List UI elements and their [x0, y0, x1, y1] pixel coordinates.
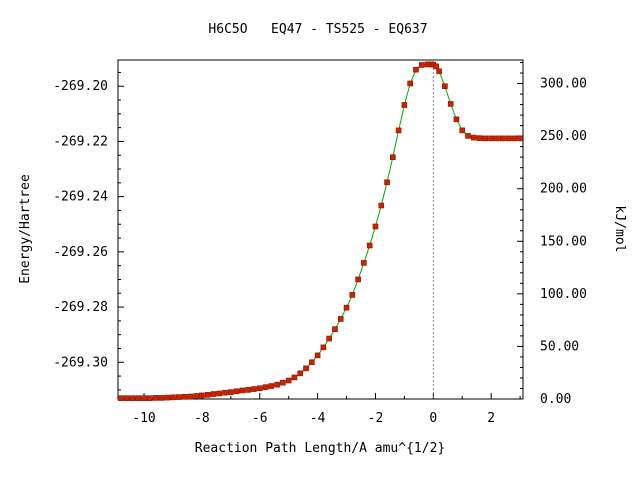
- data-point: [407, 80, 413, 87]
- y2-tick-label: 200.00: [540, 182, 587, 197]
- data-point: [378, 202, 385, 209]
- data-point: [320, 344, 327, 351]
- plot-frame: [117, 59, 524, 400]
- y2-tick-label: 50.00: [540, 339, 579, 354]
- data-point: [436, 68, 442, 75]
- data-point: [390, 154, 396, 160]
- data-point: [199, 392, 205, 399]
- data-point: [326, 335, 332, 342]
- y-tick-label: -269.24: [53, 190, 108, 205]
- x-tick-label: -8: [194, 411, 210, 426]
- data-point: [395, 127, 402, 134]
- data-point: [135, 395, 142, 401]
- data-point: [517, 135, 523, 142]
- data-point: [494, 135, 500, 142]
- data-point: [268, 383, 275, 389]
- y-tick-label: -269.20: [53, 79, 108, 94]
- data-point: [239, 387, 246, 394]
- data-point: [482, 135, 489, 142]
- y2-tick-label: 150.00: [540, 234, 587, 249]
- data-point: [274, 381, 280, 388]
- data-point: [384, 179, 390, 186]
- data-point: [361, 260, 367, 266]
- data-point: [118, 395, 124, 401]
- data-point: [262, 384, 269, 390]
- data-point: [170, 394, 176, 401]
- data-point: [228, 389, 234, 395]
- y-tick-label: -269.22: [53, 134, 108, 149]
- data-point: [459, 127, 466, 134]
- data-point: [433, 63, 440, 70]
- data-point: [181, 393, 188, 400]
- axis-ticks: [118, 62, 523, 400]
- data-point: [158, 395, 165, 401]
- data-point: [499, 135, 506, 142]
- data-point: [216, 390, 223, 397]
- data-point: [505, 135, 512, 142]
- data-point: [418, 62, 425, 68]
- data-point: [413, 66, 419, 73]
- y2-axis-label: kJ/mol: [612, 206, 627, 253]
- data-point: [511, 135, 518, 142]
- data-point: [187, 393, 194, 400]
- data-point: [285, 377, 292, 384]
- data-point: [280, 379, 286, 386]
- data-point: [256, 385, 263, 392]
- y-tick-label: -269.30: [53, 355, 108, 370]
- y2-tick-label: 250.00: [540, 129, 587, 144]
- data-point: [175, 394, 182, 400]
- data-point: [314, 352, 321, 359]
- x-axis-label: Reaction Path Length/A amu^{1/2}: [195, 441, 445, 456]
- y2-tick-label: 0.00: [540, 392, 571, 407]
- series-line: [120, 63, 521, 399]
- data-point: [476, 135, 483, 141]
- data-point: [210, 391, 217, 397]
- data-point: [465, 133, 471, 139]
- x-tick-label: 0: [429, 411, 437, 426]
- data-point: [204, 392, 211, 398]
- x-tick-label: -2: [368, 411, 384, 426]
- y-tick-label: -269.26: [53, 245, 108, 260]
- data-point: [401, 102, 408, 108]
- chart-title: H6C5O EQ47 - TS525 - EQ637: [208, 22, 427, 37]
- data-point: [222, 389, 228, 396]
- data-point: [233, 388, 240, 395]
- data-point: [453, 116, 460, 123]
- y2-tick-label: 100.00: [540, 287, 587, 302]
- data-point: [164, 394, 170, 401]
- data-point: [309, 359, 315, 366]
- data-point: [366, 242, 373, 249]
- data-point: [291, 374, 298, 381]
- data-point: [337, 316, 344, 322]
- data-point: [251, 386, 257, 392]
- data-point: [297, 370, 304, 377]
- x-tick-label: 2: [487, 411, 495, 426]
- data-point: [129, 395, 136, 401]
- x-tick-label: -6: [252, 411, 268, 426]
- data-point: [355, 276, 361, 283]
- data-point: [141, 395, 147, 401]
- data-point: [447, 101, 454, 107]
- data-point: [332, 326, 338, 332]
- data-point: [147, 395, 153, 401]
- data-point: [193, 393, 199, 399]
- data-point: [123, 395, 130, 401]
- y2-tick-label: 300.00: [540, 77, 587, 92]
- tick-labels: -10 -8 -6 -4 -2 0 2 -269.20 -269.22 -269.24 -269.2…: [53, 77, 587, 426]
- data-point: [372, 223, 379, 230]
- data-point: [471, 134, 477, 141]
- data-point: [349, 292, 356, 298]
- data-point: [488, 135, 494, 142]
- y-axis-label: Energy/Hartree: [18, 174, 33, 284]
- x-tick-label: -4: [310, 411, 326, 426]
- x-tick-label: -10: [132, 411, 155, 426]
- data-points: [118, 61, 523, 401]
- y-tick-label: -269.28: [53, 300, 108, 315]
- data-point: [245, 387, 251, 393]
- data-point: [303, 365, 309, 372]
- data-point: [343, 304, 350, 311]
- data-point: [442, 83, 448, 90]
- data-point: [152, 395, 159, 401]
